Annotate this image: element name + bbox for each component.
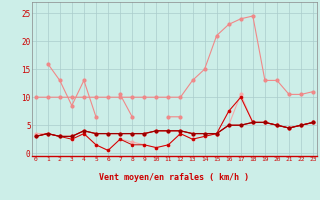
X-axis label: Vent moyen/en rafales ( km/h ): Vent moyen/en rafales ( km/h ) [100, 174, 249, 182]
